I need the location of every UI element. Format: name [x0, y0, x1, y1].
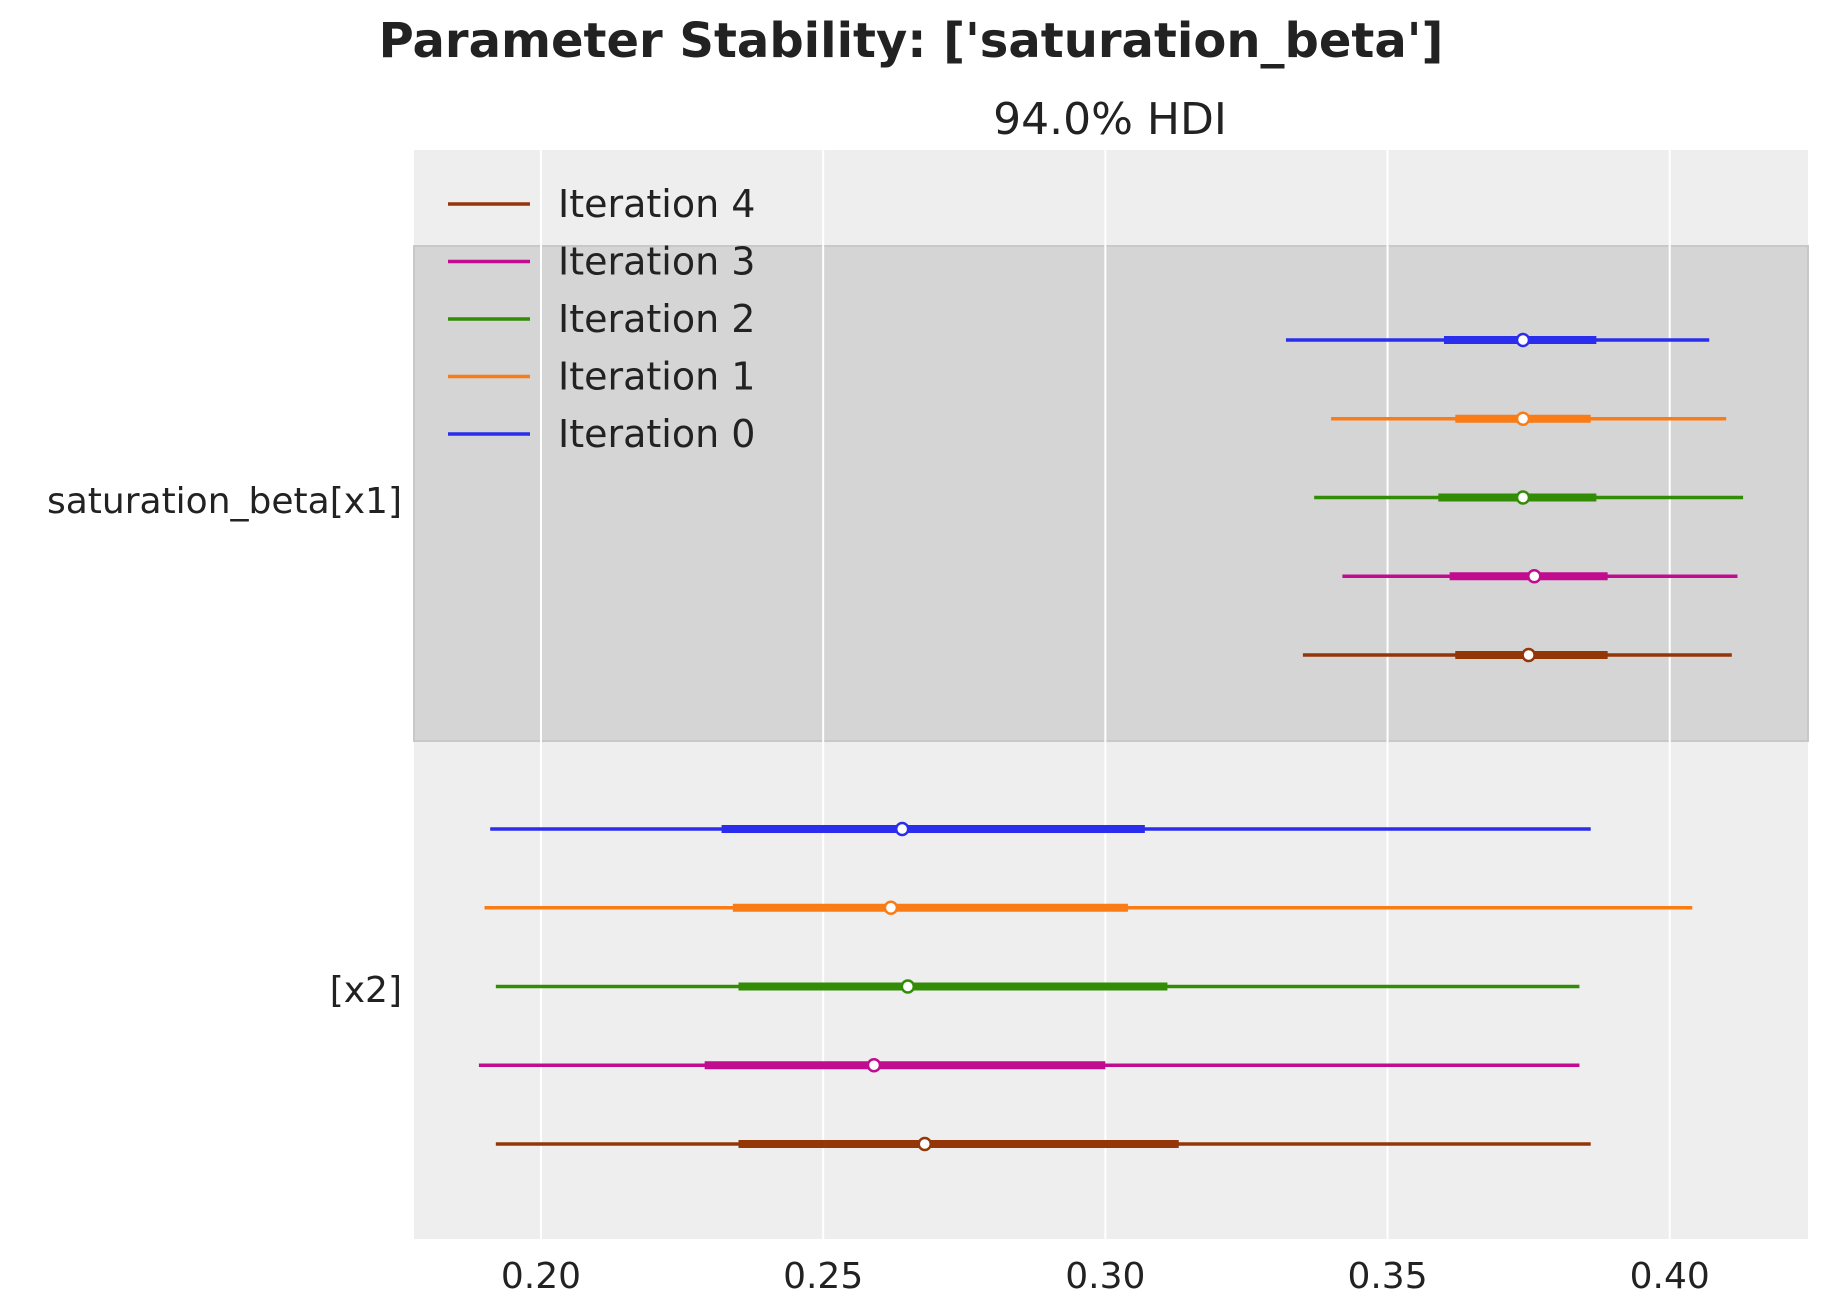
x-tick-label: 0.20: [501, 1256, 581, 1297]
y-tick-labels: saturation_beta[x1] [x2]: [47, 481, 402, 1011]
legend-label: Iteration 4: [558, 182, 755, 226]
chart-subtitle: 94.0% HDI: [993, 94, 1227, 145]
x-tick-label: 0.35: [1347, 1256, 1427, 1297]
median-point: [1515, 490, 1531, 505]
chart-title: Parameter Stability: ['saturation_beta']: [379, 13, 1444, 69]
median-point: [1515, 411, 1531, 426]
median-point: [1527, 569, 1542, 584]
median-point: [883, 900, 899, 915]
x-tick-label: 0.25: [783, 1256, 863, 1297]
legend-label: Iteration 0: [558, 412, 755, 456]
median-point: [1515, 332, 1531, 348]
forest-marks: [478, 332, 1744, 1152]
median-point: [1521, 647, 1536, 663]
x-tick-label: 0.40: [1630, 1256, 1710, 1297]
median-point: [917, 1136, 933, 1152]
median-point: [866, 1058, 882, 1073]
legend-label: Iteration 3: [558, 240, 755, 284]
x-gridlines: [539, 150, 1671, 1239]
median-point: [894, 821, 910, 837]
legend-label: Iteration 1: [558, 355, 755, 399]
legend: Iteration 4 Iteration 3 Iteration 2 Iterati…: [448, 182, 755, 456]
x-tick-labels: 0.20 0.25 0.30 0.35 0.40: [501, 1256, 1710, 1297]
legend-label: Iteration 2: [558, 297, 755, 341]
median-point: [900, 979, 916, 994]
y-tick-label: saturation_beta[x1]: [47, 481, 402, 522]
x-tick-label: 0.30: [1065, 1256, 1145, 1297]
y-tick-label: [x2]: [330, 970, 402, 1011]
